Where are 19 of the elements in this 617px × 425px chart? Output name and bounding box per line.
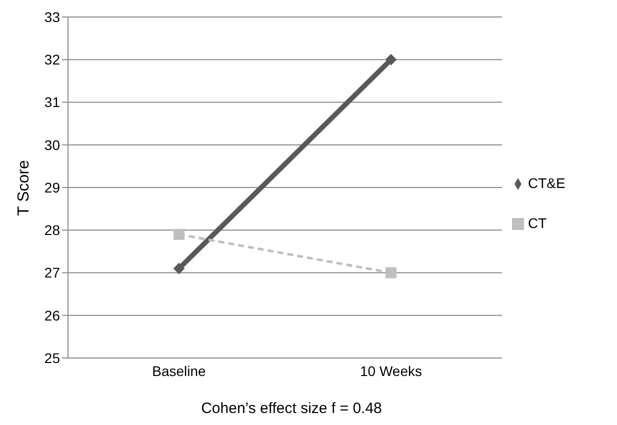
legend-label: CT xyxy=(528,215,547,231)
y-tick-label: 27 xyxy=(44,264,60,281)
y-axis-title: T Score xyxy=(16,160,32,216)
y-tick-label: 31 xyxy=(44,94,60,110)
point xyxy=(386,54,396,66)
point xyxy=(174,228,184,240)
y-tick-label: 29 xyxy=(44,179,60,196)
y-tick-label: 32 xyxy=(44,52,60,68)
point xyxy=(386,267,396,278)
y-tick-label: 28 xyxy=(44,222,60,238)
text: Cohen’s effect size f = 0.48 xyxy=(200,400,383,417)
y-tick-label: 33 xyxy=(44,8,60,25)
point xyxy=(174,262,184,274)
y-tick-label: 26 xyxy=(44,307,60,324)
x-tick-label: 10 Weeks xyxy=(360,362,422,379)
y-tick-label: 25 xyxy=(44,350,60,366)
y-tick-label: 30 xyxy=(44,136,60,153)
legend-label: CT&E xyxy=(528,175,566,191)
x-tick-label: Baseline xyxy=(152,362,206,379)
